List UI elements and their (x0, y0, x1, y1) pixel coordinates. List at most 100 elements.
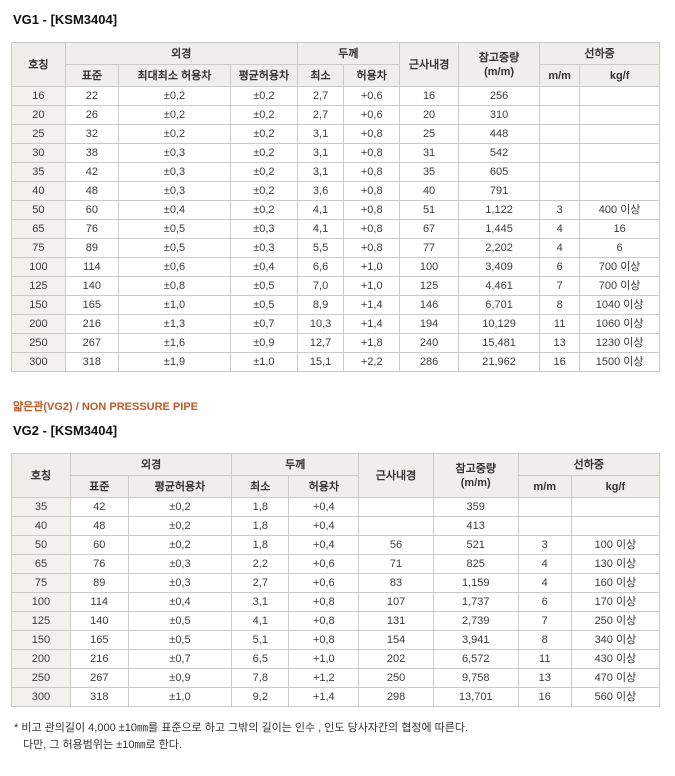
data-cell: ±0,2 (230, 200, 298, 220)
data-cell: 16 (579, 219, 660, 239)
data-cell: 12,7 (296, 333, 345, 353)
vg1-spec-table: 호칭 외경 두께 근사내경 참고중량 (m/m) 선하중 표준 최대최소 허용차… (11, 42, 660, 372)
data-cell: ±0,2 (117, 124, 232, 144)
data-cell (579, 86, 660, 106)
data-cell (570, 497, 661, 517)
data-cell: +1,8 (343, 333, 401, 353)
data-cell: 825 (432, 554, 519, 574)
row-designation-cell: 65 (11, 554, 71, 574)
row-designation-cell: 250 (11, 333, 66, 353)
data-cell: 165 (64, 295, 119, 315)
row-designation-cell: 75 (11, 238, 66, 258)
non-pressure-pipe-label: 얇은관(VG2) / NON PRESSURE PIPE (13, 401, 199, 413)
data-cell: 77 (399, 238, 460, 258)
data-cell: 2,739 (432, 611, 519, 631)
data-cell: ±0,2 (230, 86, 298, 106)
data-cell: 83 (358, 573, 434, 593)
vg1-reference-weight-unit: (m/m) (484, 65, 515, 78)
data-cell: +0,4 (288, 497, 360, 517)
data-cell: 38 (64, 143, 119, 163)
data-cell: 318 (69, 687, 129, 707)
row-designation-cell: 35 (11, 497, 71, 517)
data-cell: 100 이상 (570, 535, 661, 555)
data-cell: 1060 이상 (579, 314, 660, 334)
data-cell: +0,6 (343, 105, 401, 125)
table-row: 150 165 ±0,5 5,1 +0,8 154 3,941 8 340 이상 (11, 630, 661, 650)
data-cell: 4,461 (458, 276, 541, 296)
data-cell: 60 (69, 535, 129, 555)
data-cell: ±1,0 (127, 687, 233, 707)
data-cell: +0,8 (343, 238, 401, 258)
table-row: 75 89 ±0,5 ±0,3 5,5 +0,8 77 2,202 4 6 (11, 238, 660, 258)
data-cell: 10,3 (296, 314, 345, 334)
data-cell: 3,1 (296, 143, 345, 163)
data-cell: 3 (539, 200, 581, 220)
data-cell: +0,8 (343, 219, 401, 239)
data-cell: ±0,3 (127, 554, 233, 574)
table-row: 30 38 ±0,3 ±0,2 3,1 +0,8 31 542 (11, 143, 660, 163)
data-cell: 286 (399, 352, 460, 372)
row-designation-cell: 250 (11, 668, 71, 688)
data-cell: 267 (64, 333, 119, 353)
data-cell: 202 (358, 649, 434, 669)
table-row: 65 76 ±0,5 ±0,3 4,1 +0,8 67 1,445 4 16 (11, 219, 660, 239)
vg2-title: VG2 - [KSM3404] (13, 423, 118, 438)
data-cell: ±0,6 (117, 257, 232, 277)
data-cell: 3,941 (432, 630, 519, 650)
data-cell: 140 (69, 611, 129, 631)
data-cell: +1,4 (343, 295, 401, 315)
data-cell (517, 497, 572, 517)
data-cell: 100 (399, 257, 460, 277)
data-cell: 107 (358, 592, 434, 612)
data-cell: 4,1 (296, 200, 345, 220)
row-designation-cell: 150 (11, 630, 71, 650)
vg1-col-designation: 호칭 (11, 42, 66, 87)
row-designation-cell: 200 (11, 649, 71, 669)
data-cell: 1,8 (231, 497, 290, 517)
data-cell: ±0,5 (127, 630, 233, 650)
data-cell: ±0,2 (230, 124, 298, 144)
vg1-col-tolerance: 허용차 (343, 64, 401, 87)
data-cell: ±0,8 (117, 276, 232, 296)
data-cell: 250 이상 (570, 611, 661, 631)
data-cell (539, 105, 581, 125)
data-cell: ±0,2 (127, 535, 233, 555)
data-cell: 216 (64, 314, 119, 334)
data-cell: +0,8 (288, 611, 360, 631)
data-cell: +0,6 (288, 573, 360, 593)
data-cell: 4 (517, 554, 572, 574)
data-cell: 605 (458, 162, 541, 182)
data-cell: +1,0 (288, 649, 360, 669)
data-cell: 256 (458, 86, 541, 106)
row-designation-cell: 30 (11, 143, 66, 163)
vg1-title: VG1 - [KSM3404] (13, 12, 118, 27)
spec-document: VG1 - [KSM3404] 호칭 외경 두께 근사내경 참고중량 (m/m)… (11, 12, 661, 751)
row-designation-cell: 50 (11, 200, 66, 220)
data-cell: 13 (517, 668, 572, 688)
row-designation-cell: 40 (11, 516, 71, 536)
data-cell: ±0,2 (230, 181, 298, 201)
data-cell: 15,481 (458, 333, 541, 353)
data-cell: ±0,5 (230, 276, 298, 296)
vg2-col-reference-weight: 참고중량 (m/m) (432, 453, 519, 498)
data-cell: 6,572 (432, 649, 519, 669)
data-cell: 7 (517, 611, 572, 631)
data-cell: 89 (69, 573, 129, 593)
data-cell: ±0,4 (127, 592, 233, 612)
data-cell: +0,8 (343, 200, 401, 220)
data-cell: 48 (69, 516, 129, 536)
data-cell: 791 (458, 181, 541, 201)
data-cell: ±0,2 (127, 497, 233, 517)
vg1-col-mm: m/m (539, 64, 581, 87)
table-row: 300 318 ±1,9 ±1,0 15,1 +2,2 286 21,962 16 1500 이상 (11, 352, 660, 372)
data-cell: 310 (458, 105, 541, 125)
data-cell: ±0,3 (117, 162, 232, 182)
data-cell: ±0,5 (117, 219, 232, 239)
data-cell: 1500 이상 (579, 352, 660, 372)
data-cell: 131 (358, 611, 434, 631)
data-cell: 51 (399, 200, 460, 220)
table-row: 75 89 ±0,3 2,7 +0,6 83 1,159 4 160 이상 (11, 573, 661, 593)
vg2-col-standard: 표준 (69, 475, 129, 498)
vg2-col-kgf: kg/f (570, 475, 661, 498)
table-row: 100 114 ±0,4 3,1 +0,8 107 1,737 6 170 이상 (11, 592, 661, 612)
